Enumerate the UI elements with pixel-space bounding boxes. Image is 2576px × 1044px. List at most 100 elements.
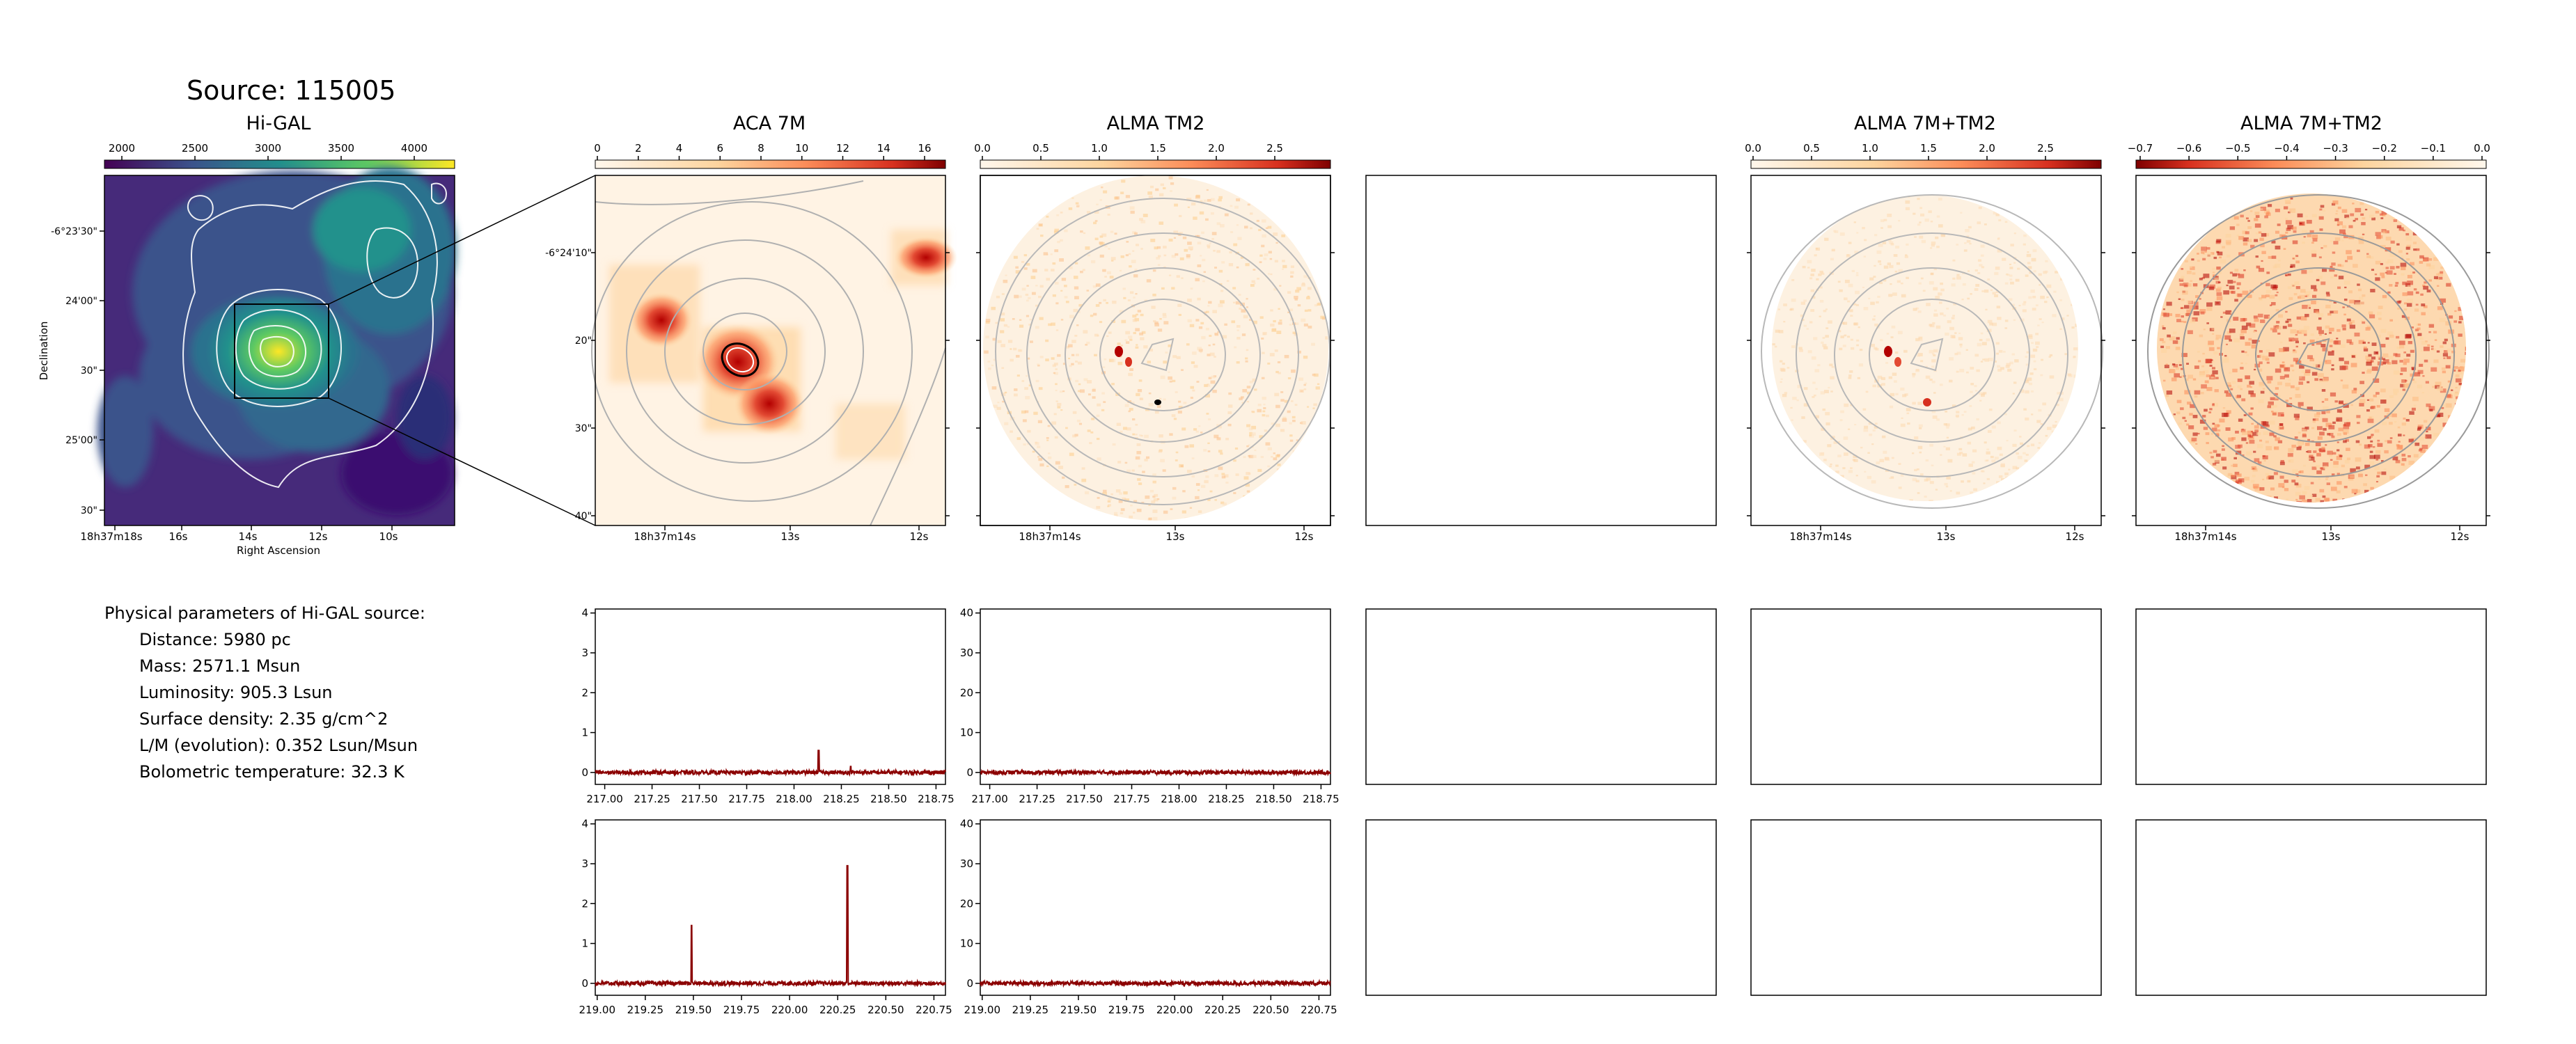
spectrum-y-tick-label: 4 (581, 607, 588, 619)
spectrum-x-tick-label: 219.75 (723, 1004, 760, 1016)
spectrum-y-tick-label: 10 (960, 727, 973, 739)
spectrum-y-tick-label: 20 (960, 686, 973, 699)
spectrum-frame (595, 819, 946, 996)
higal-xlabel: Right Ascension (237, 544, 320, 557)
combo2-colorbar-tick-label: −0.5 (2225, 142, 2250, 155)
combo2-colorbar: −0.7 −0.6 −0.5 −0.4 −0.3 −0.2 −0.1 0.0 (2128, 142, 2490, 169)
tm2-title: ALMA TM2 (1106, 113, 1205, 134)
tm2-colorbar-tick-label: 1.5 (1149, 142, 1166, 155)
higal-y-tick-label: 30" (81, 365, 97, 377)
aca-colorbar: 0 2 4 6 8 10 12 14 16 (594, 142, 946, 169)
spectrum-x-tick-label: 219.75 (1108, 1004, 1145, 1016)
combo2-colorbar-tick-label: −0.3 (2323, 142, 2348, 155)
spectrum-x-tick-label: 218.25 (1208, 793, 1245, 805)
spectrum-frame (595, 608, 946, 785)
tm2-colorbar-tick-label: 2.5 (1266, 142, 1283, 155)
spectrum-x-tick-label: 220.00 (1156, 1004, 1193, 1016)
map-x-tick-label: 13s (1937, 530, 1956, 543)
aca-colorbar-tick-label: 2 (635, 142, 642, 155)
aca-spectrum-2: 219.00 219.25 219.50 219.75 220.00 220.25 220.… (579, 818, 952, 1016)
higal-colorbar-tick-label: 2500 (182, 142, 208, 155)
param-tbol: Bolometric temperature: 32.3 K (139, 762, 405, 782)
higal-colorbar: 2000 2500 3000 3500 4000 (104, 142, 455, 169)
combo2-map (2135, 175, 2490, 526)
spectrum-x-tick-label: 218.75 (918, 793, 955, 805)
higal-title: Hi-GAL (246, 113, 311, 134)
spectrum-x-tick-label: 220.25 (1204, 1004, 1241, 1016)
spectrum-x-tick-label: 217.50 (681, 793, 718, 805)
spectrum-x-tick-label: 220.75 (916, 1004, 952, 1016)
tm2-colorbar-tick-label: 0.5 (1032, 142, 1049, 155)
higal-colorbar-tick-label: 3500 (328, 142, 354, 155)
spectrum-x-tick-label: 220.50 (1252, 1004, 1289, 1016)
spectrum-line (595, 864, 946, 988)
aca-colorbar-tick-label: 14 (877, 142, 890, 155)
combo2-colorbar-tick-label: −0.1 (2421, 142, 2446, 155)
param-mass: Mass: 2571.1 Msun (139, 656, 301, 676)
spectrum-y-tick-label: 1 (581, 938, 588, 950)
aca-colorbar-tick-label: 16 (918, 142, 931, 155)
aca-map (591, 175, 957, 526)
spectrum-line (980, 768, 1331, 777)
combo-colorbar-tick-label: 0.0 (1745, 142, 1761, 155)
higal-x-tick-label: 14s (239, 530, 258, 543)
aca-colorbar-tick-label: 6 (716, 142, 723, 155)
empty-map-panel (1365, 175, 1717, 526)
spectrum-x-tick-label: 218.00 (776, 793, 812, 805)
spectrum-x-tick-label: 218.75 (1303, 793, 1340, 805)
spectrum-x-tick-label: 219.25 (627, 1004, 664, 1016)
map-x-tick-label: 18h37m14s (1019, 530, 1081, 543)
tm2-spectrum-2: 219.00 219.25 219.50 219.75 220.00 220.25 220.… (960, 818, 1337, 1016)
combo2-colorbar-tick-label: 0.0 (2474, 142, 2490, 155)
tm2-spectrum-1: 217.00 217.25 217.50 217.75 218.00 218.25 218.… (960, 607, 1340, 805)
spectrum-x-tick-label: 220.25 (819, 1004, 856, 1016)
combo-map (1750, 175, 2103, 526)
spectrum-x-tick-label: 217.00 (971, 793, 1008, 805)
param-luminosity: Luminosity: 905.3 Lsun (139, 683, 333, 702)
spectrum-line (595, 750, 946, 777)
higal-y-tick-label: 24'00" (65, 296, 97, 307)
spectrum-y-tick-label: 30 (960, 857, 973, 870)
tm2-colorbar: 0.0 0.5 1.0 1.5 2.0 2.5 (974, 142, 1331, 169)
aca-y-tick-label: -6°24'10" (545, 248, 592, 259)
aca-spectrum-1: 217.00 217.25 217.50 217.75 218.00 218.25 218.… (581, 607, 954, 805)
higal-y-tick-label: -6°23'30" (51, 226, 97, 237)
physical-parameters: Physical parameters of Hi-GAL source: Di… (104, 600, 522, 785)
spectrum-x-tick-label: 220.75 (1301, 1004, 1337, 1016)
combo-colorbar-tick-label: 0.5 (1803, 142, 1820, 155)
combo2-colorbar-tick-label: −0.7 (2128, 142, 2153, 155)
spectrum-y-tick-label: 20 (960, 897, 973, 910)
combo-colorbar: 0.0 0.5 1.0 1.5 2.0 2.5 (1745, 142, 2102, 169)
spectrum-x-tick-label: 218.00 (1161, 793, 1197, 805)
combo2-colorbar-tick-label: −0.6 (2176, 142, 2201, 155)
spectrum-x-tick-label: 220.00 (771, 1004, 808, 1016)
spectrum-x-tick-label: 220.50 (867, 1004, 904, 1016)
spectrum-y-tick-label: 2 (581, 897, 588, 910)
spectrum-y-tick-label: 3 (581, 647, 588, 659)
spectrum-x-tick-label: 217.00 (586, 793, 623, 805)
higal-colorbar-tick-label: 3000 (255, 142, 281, 155)
spectrum-x-tick-label: 218.25 (823, 793, 860, 805)
aca-colorbar-tick-label: 0 (594, 142, 601, 155)
spectrum-x-tick-label: 218.50 (1255, 793, 1292, 805)
aca-colorbar-tick-label: 12 (836, 142, 849, 155)
spectrum-y-tick-label: 10 (960, 938, 973, 950)
higal-colorbar-tick-label: 2000 (109, 142, 135, 155)
map-x-tick-label: 12s (910, 530, 929, 543)
map-x-tick-label: 13s (1166, 530, 1185, 543)
combo2-colorbar-tick-label: −0.4 (2274, 142, 2299, 155)
zoom-connector-top (328, 175, 596, 305)
aca-y-tick-label: 20" (575, 335, 592, 347)
zoom-connector-bottom (328, 397, 596, 526)
tm2-map (980, 175, 1331, 526)
spectrum-y-tick-label: 30 (960, 647, 973, 659)
spectrum-y-tick-label: 40 (960, 818, 973, 830)
spectrum-frame (980, 819, 1331, 996)
tm2-colorbar-tick-label: 0.0 (974, 142, 991, 155)
param-surface-density: Surface density: 2.35 g/cm^2 (139, 709, 388, 729)
spectrum-x-tick-label: 219.50 (675, 1004, 712, 1016)
params-heading: Physical parameters of Hi-GAL source: (104, 603, 425, 623)
empty-spectra-panels (1365, 608, 2487, 996)
combo2-title: ALMA 7M+TM2 (2240, 113, 2382, 134)
